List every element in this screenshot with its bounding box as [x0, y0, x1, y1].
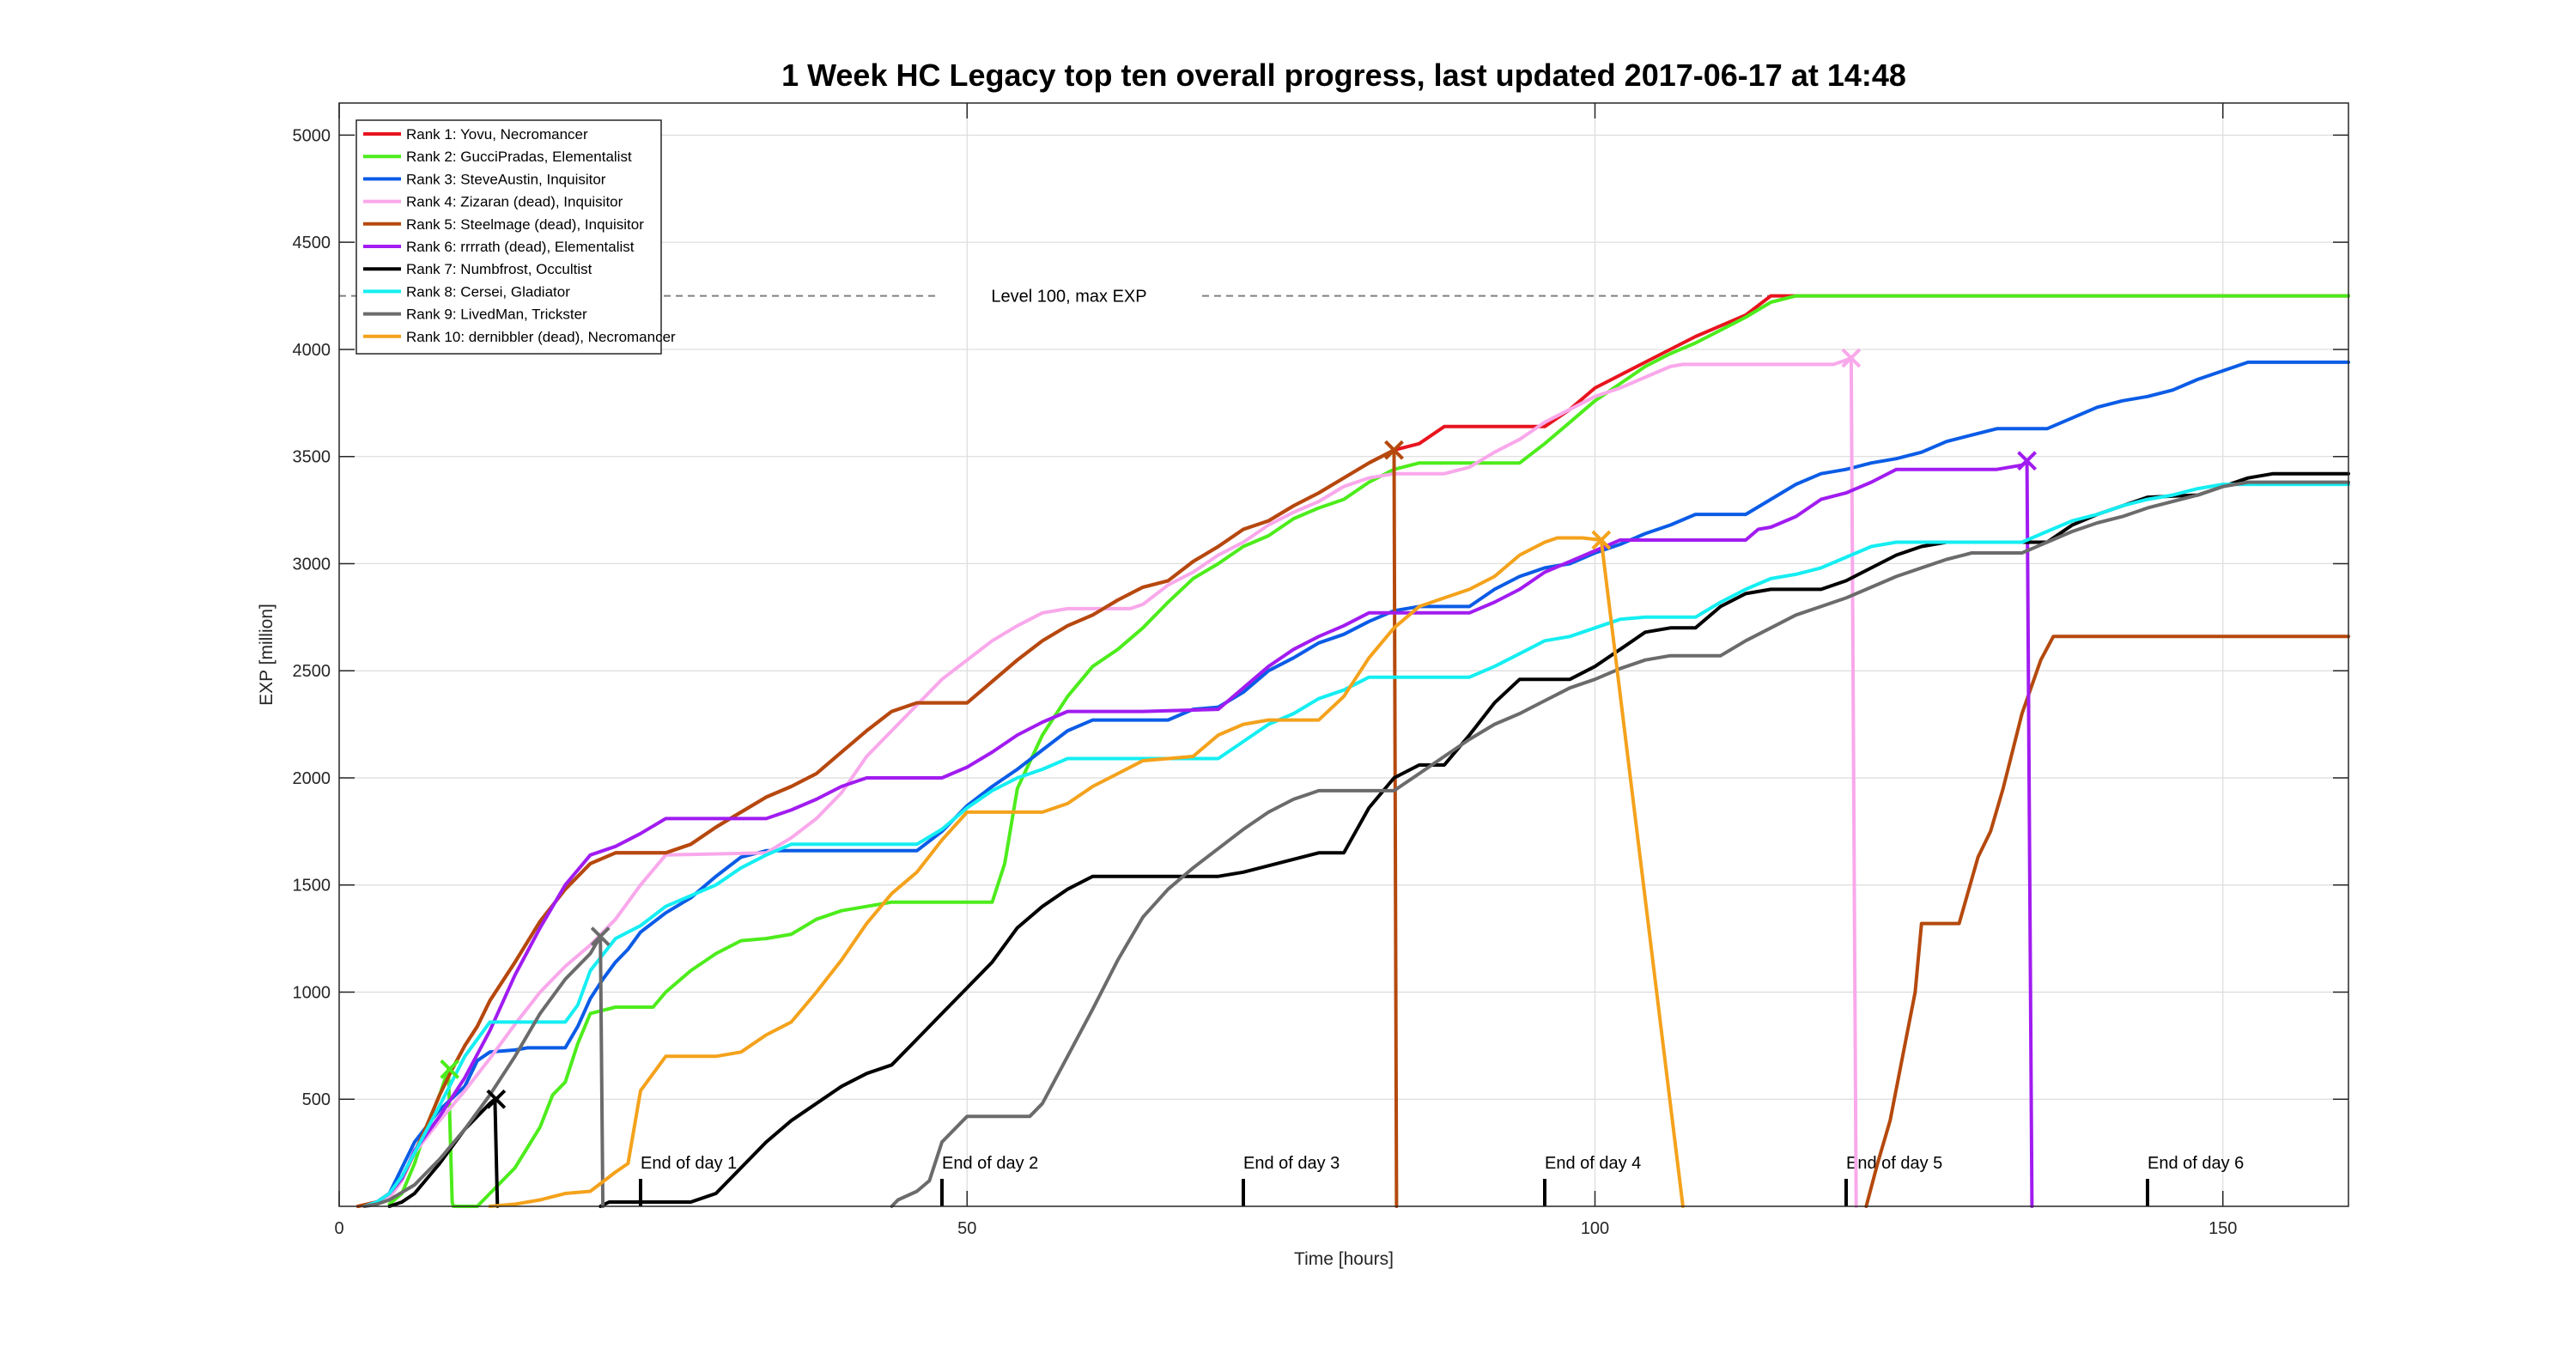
day-marker-group: End of day 1 End of day 2 End of day 3 End …: [639, 1154, 2244, 1206]
y-tick-label: 500: [302, 1090, 331, 1109]
series-group: [355, 294, 2350, 1208]
y-tick-label: 5000: [293, 126, 331, 145]
death-marker-stroke: [486, 1089, 507, 1109]
x-tick-label: 0: [334, 1219, 343, 1238]
death-marker-stroke: [1384, 440, 1404, 460]
death-marker-stroke: [1591, 530, 1612, 550]
legend-entry-label: Rank 6: rrrrath (dead), Elementalist: [406, 239, 635, 255]
death-marker-group: [440, 348, 2038, 1109]
legend-entry-label: Rank 7: Numbfrost, Occultist: [406, 261, 592, 277]
y-tick-label: 1500: [293, 877, 331, 896]
y-tick-label: 3000: [293, 555, 331, 574]
day-marker-label: End of day 5: [1846, 1154, 1942, 1173]
y-tick-label: 4500: [293, 234, 331, 252]
series-line-rank-2: [387, 294, 2350, 1208]
axis-ticks: 0 50 100 150 500 1000 1500 2000 2500 3000 3500 4000…: [293, 103, 2348, 1238]
series-line-rank-3: [362, 360, 2350, 1208]
legend-entry-label: Rank 9: LivedMan, Trickster: [406, 307, 587, 323]
legend-entry-label: Rank 1: Yovu, Necromancer: [406, 126, 588, 143]
death-marker: [2017, 451, 2038, 471]
series-line-rank-6: [362, 458, 2034, 1208]
y-tick-label: 1000: [293, 983, 331, 1002]
legend-entry-label: Rank 2: GucciPradas, Elementalist: [406, 149, 632, 165]
death-marker: [440, 1059, 460, 1079]
death-marker-stroke: [590, 926, 611, 947]
legend: Rank 1: Yovu, Necromancer Rank 2: GucciPr…: [355, 119, 676, 355]
series-line-rank-10: [488, 536, 1685, 1208]
x-tick-label: 50: [957, 1219, 976, 1238]
death-marker: [590, 926, 611, 947]
death-marker-stroke: [2017, 451, 2038, 471]
series-line-rank-8: [362, 483, 2350, 1208]
series-line-rank-5: [355, 448, 2350, 1208]
x-axis-label: Time [hours]: [1294, 1249, 1394, 1269]
day-marker-label: End of day 3: [1243, 1154, 1340, 1173]
grid-lines: [338, 103, 2348, 1206]
y-tick-label: 3500: [293, 448, 331, 467]
day-marker-label: End of day 4: [1545, 1154, 1641, 1173]
plot-area-border: [338, 102, 2349, 1207]
chart-title: 1 Week HC Legacy top ten overall progres…: [781, 58, 1906, 93]
reference-line-label: Level 100, max EXP: [991, 288, 1146, 307]
legend-entry-label: Rank 5: Steelmage (dead), Inquisitor: [406, 216, 644, 233]
death-marker-stroke: [1841, 348, 1862, 368]
y-tick-label: 2500: [293, 662, 331, 681]
legend-box: [355, 119, 662, 355]
day-marker-label: End of day 2: [942, 1154, 1038, 1173]
death-marker: [486, 1089, 507, 1109]
series-line-rank-4: [362, 355, 1858, 1208]
death-marker-stroke: [440, 1059, 460, 1079]
y-tick-label: 4000: [293, 341, 331, 360]
death-marker: [1591, 530, 1612, 550]
x-tick-label: 100: [1581, 1219, 1609, 1238]
legend-entry-label: Rank 8: Cersei, Gladiator: [406, 283, 570, 300]
series-line-rank-9: [362, 480, 2350, 1208]
y-tick-label: 2000: [293, 769, 331, 788]
legend-entry-label: Rank 4: Zizaran (dead), Inquisitor: [406, 194, 623, 210]
death-marker: [1384, 440, 1404, 460]
death-marker: [1841, 348, 1862, 368]
legend-entry-label: Rank 3: SteveAustin, Inquisitor: [406, 171, 606, 187]
legend-entry-label: Rank 10: dernibbler (dead), Necromancer: [406, 329, 676, 345]
y-axis-label: EXP [million]: [257, 604, 276, 706]
series-line-rank-7: [387, 471, 2350, 1208]
day-marker-label: End of day 1: [641, 1154, 737, 1173]
day-marker-label: End of day 6: [2148, 1154, 2244, 1173]
x-tick-label: 150: [2208, 1219, 2237, 1238]
